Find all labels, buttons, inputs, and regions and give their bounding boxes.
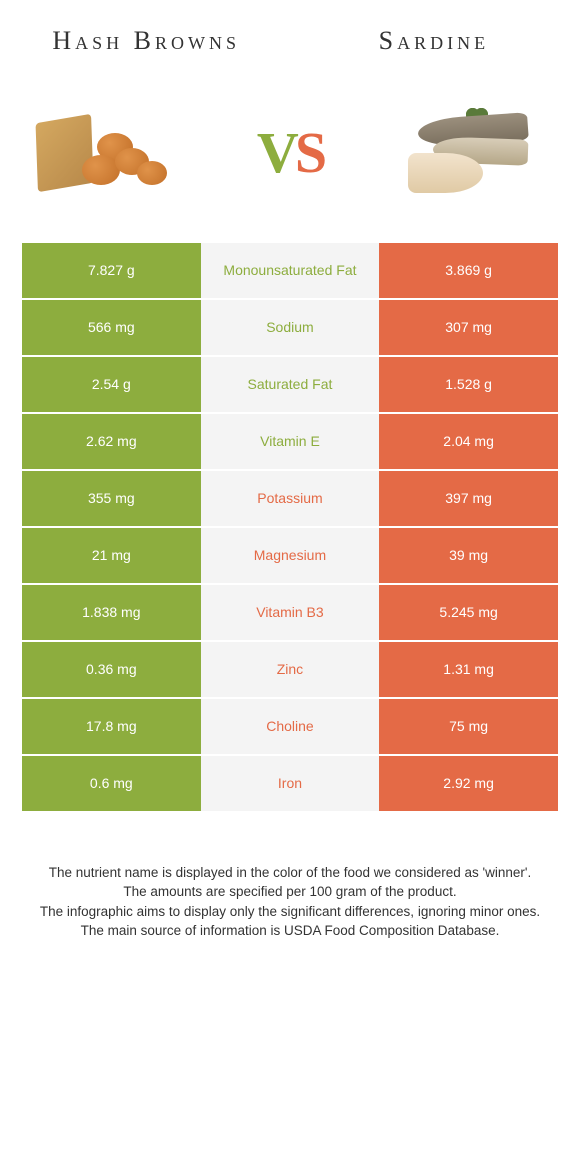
value-left: 0.6 mg <box>22 756 201 811</box>
footer-notes: The nutrient name is displayed in the co… <box>22 813 558 941</box>
value-left: 17.8 mg <box>22 699 201 754</box>
value-right: 1.31 mg <box>379 642 558 697</box>
footer-line: The nutrient name is displayed in the co… <box>22 863 558 883</box>
nutrient-name: Sodium <box>201 300 380 355</box>
vs-s: S <box>295 120 323 185</box>
vs-label: VS <box>257 119 323 186</box>
value-right: 307 mg <box>379 300 558 355</box>
value-left: 7.827 g <box>22 243 201 298</box>
value-left: 355 mg <box>22 471 201 526</box>
value-right: 2.92 mg <box>379 756 558 811</box>
table-row: 0.36 mgZinc1.31 mg <box>22 642 558 697</box>
vs-v: V <box>257 120 295 185</box>
title-row: Hash Browns Sardine <box>22 25 558 78</box>
value-right: 2.04 mg <box>379 414 558 469</box>
value-right: 75 mg <box>379 699 558 754</box>
hero-row: VS <box>22 78 558 243</box>
table-row: 17.8 mgCholine75 mg <box>22 699 558 754</box>
nutrient-name: Iron <box>201 756 380 811</box>
table-row: 355 mgPotassium397 mg <box>22 471 558 526</box>
table-row: 2.54 gSaturated Fat1.528 g <box>22 357 558 412</box>
value-right: 5.245 mg <box>379 585 558 640</box>
table-row: 2.62 mgVitamin E2.04 mg <box>22 414 558 469</box>
table-row: 0.6 mgIron2.92 mg <box>22 756 558 811</box>
nutrient-name: Choline <box>201 699 380 754</box>
nutrient-name: Potassium <box>201 471 380 526</box>
footer-line: The infographic aims to display only the… <box>22 902 558 922</box>
title-left: Hash Browns <box>42 25 250 58</box>
nutrient-name: Vitamin B3 <box>201 585 380 640</box>
footer-line: The amounts are specified per 100 gram o… <box>22 882 558 902</box>
value-left: 0.36 mg <box>22 642 201 697</box>
nutrient-name: Magnesium <box>201 528 380 583</box>
value-left: 2.54 g <box>22 357 201 412</box>
value-right: 3.869 g <box>379 243 558 298</box>
table-row: 566 mgSodium307 mg <box>22 300 558 355</box>
nutrient-name: Vitamin E <box>201 414 380 469</box>
nutrient-name: Monounsaturated Fat <box>201 243 380 298</box>
nutrient-table: 7.827 gMonounsaturated Fat3.869 g566 mgS… <box>22 243 558 811</box>
value-left: 21 mg <box>22 528 201 583</box>
value-left: 2.62 mg <box>22 414 201 469</box>
table-row: 7.827 gMonounsaturated Fat3.869 g <box>22 243 558 298</box>
table-row: 1.838 mgVitamin B35.245 mg <box>22 585 558 640</box>
footer-line: The main source of information is USDA F… <box>22 921 558 941</box>
title-right: Sardine <box>330 25 538 58</box>
hashbrowns-image <box>32 103 182 203</box>
value-left: 566 mg <box>22 300 201 355</box>
sardine-image <box>398 103 548 203</box>
value-right: 39 mg <box>379 528 558 583</box>
nutrient-name: Saturated Fat <box>201 357 380 412</box>
table-row: 21 mgMagnesium39 mg <box>22 528 558 583</box>
nutrient-name: Zinc <box>201 642 380 697</box>
value-right: 1.528 g <box>379 357 558 412</box>
value-right: 397 mg <box>379 471 558 526</box>
value-left: 1.838 mg <box>22 585 201 640</box>
